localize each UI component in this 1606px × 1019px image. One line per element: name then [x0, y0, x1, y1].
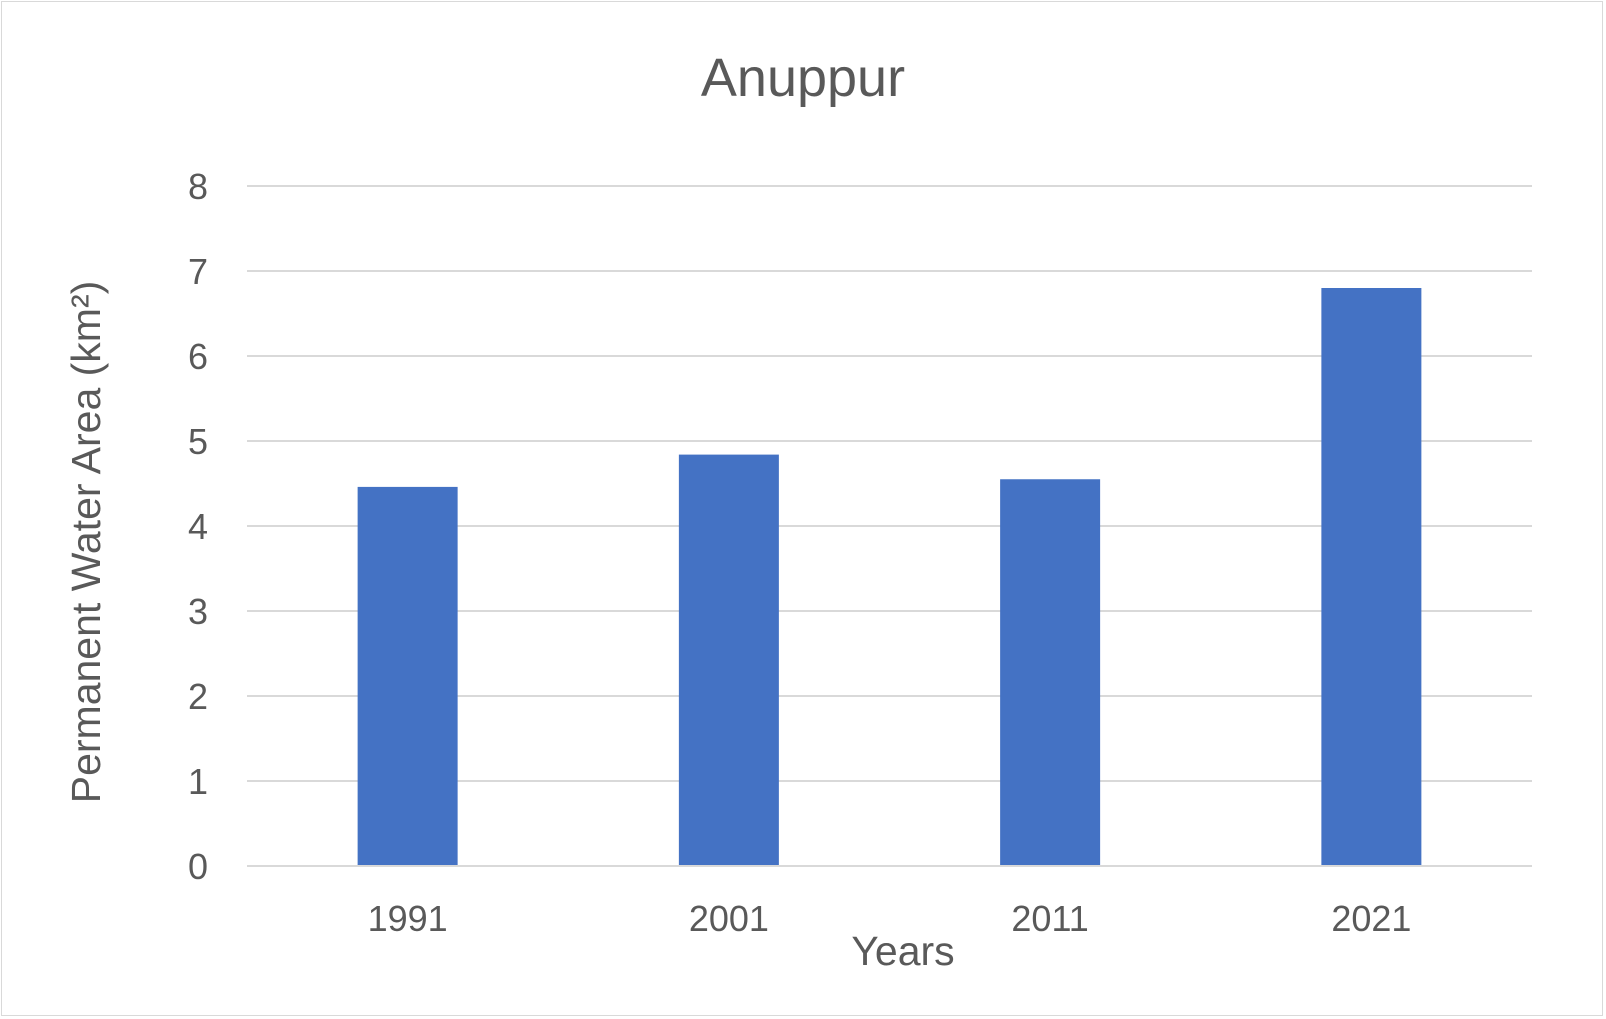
y-tick-label: 2	[188, 676, 208, 717]
x-tick-label: 2011	[1011, 898, 1088, 939]
x-tick-label: 1991	[368, 898, 448, 939]
x-tick-label: 2001	[689, 898, 769, 939]
y-tick-label: 1	[188, 761, 208, 802]
y-tick-label: 6	[188, 336, 208, 377]
y-tick-label: 5	[188, 421, 208, 462]
x-tick-label: 2021	[1331, 898, 1411, 939]
y-tick-label: 8	[188, 166, 208, 207]
bar-2021	[1321, 288, 1422, 866]
bar-1991	[357, 486, 458, 866]
y-tick-label: 7	[188, 251, 208, 292]
y-tick-label: 3	[188, 591, 208, 632]
y-tick-label: 0	[188, 846, 208, 887]
y-axis-label: Permanent Water Area (km²)	[63, 281, 109, 804]
y-tick-label: 4	[188, 506, 208, 547]
chart-title: Anuppur	[701, 48, 905, 108]
x-axis-ticks: 1991 2001 2011 2021	[368, 898, 1412, 939]
y-axis-ticks: 0 1 2 3 4 5 6 7 8	[188, 166, 208, 887]
bars	[247, 288, 1532, 867]
x-axis-label: Years	[851, 928, 954, 974]
bar-2011	[1000, 479, 1101, 866]
bar-2001	[678, 454, 779, 866]
